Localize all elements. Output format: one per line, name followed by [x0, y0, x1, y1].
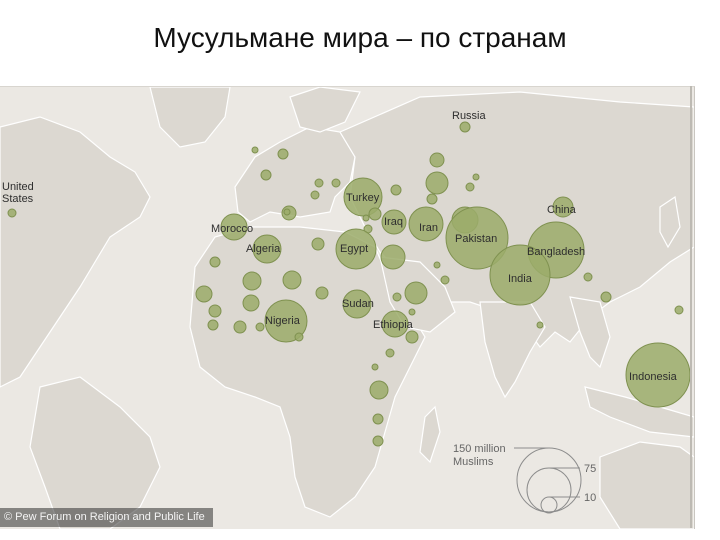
- bubble-azerbaijan: [390, 184, 402, 196]
- landmass-south-america: [29, 376, 161, 529]
- landmass-scandinavia: [289, 87, 361, 133]
- bubble-kazakhstan: [429, 152, 445, 168]
- bubble-mali: [242, 271, 262, 291]
- bubble-chad: [315, 286, 329, 300]
- legend-label-small: 10: [584, 492, 596, 504]
- map-credit: © Pew Forum on Religion and Public Life: [0, 508, 213, 527]
- bubble-philippines: [674, 305, 684, 315]
- bubble-tajikistan: [465, 182, 475, 192]
- map-edge: [690, 86, 692, 528]
- landmass-southeast-asia: [569, 296, 611, 369]
- landmass-india: [479, 301, 546, 399]
- bubble-burkina-faso: [242, 294, 260, 312]
- landmass-europe: [234, 126, 356, 223]
- bubble-malawi: [372, 435, 384, 447]
- label-sudan: Sudan: [342, 298, 374, 310]
- bubble-russia: [459, 121, 471, 133]
- label-morocco: Morocco: [211, 223, 253, 235]
- label-russia: Russia: [452, 110, 487, 122]
- bubble-yemen: [404, 281, 428, 305]
- bubble-lebanon: [362, 214, 370, 222]
- label-turkey: Turkey: [346, 192, 380, 204]
- bubble-nigeria: [264, 299, 308, 343]
- legend-title-line1: 150 million: [453, 443, 506, 455]
- bubble-sudan: [342, 289, 372, 319]
- bubble-thailand: [583, 272, 593, 282]
- bubble-saudi-arabia: [380, 244, 406, 270]
- label-china: China: [547, 204, 577, 216]
- label-united-states: United States: [2, 181, 34, 205]
- bubble-uae: [433, 261, 441, 269]
- bubble-bulgaria: [331, 178, 341, 188]
- bubble-syria: [368, 207, 382, 221]
- bubble-uzbekistan: [425, 171, 449, 195]
- bubble-somalia: [405, 330, 419, 344]
- bubble-pakistan: [445, 206, 509, 270]
- landmass-australia: [599, 441, 694, 529]
- legend: 150 million Muslims 75 10: [453, 443, 596, 514]
- bubble-sri-lanka: [536, 321, 544, 329]
- bubble-mauritania: [209, 256, 221, 268]
- bubble-kenya: [385, 348, 395, 358]
- bubble-morocco: [220, 213, 248, 241]
- bubble-iran: [408, 206, 444, 242]
- legend-label-medium: 75: [584, 463, 596, 475]
- population-bubbles: [7, 121, 691, 447]
- landmass-greenland: [149, 87, 231, 148]
- country-labels: Russia United States Turkey China Iraq Iran Mor…: [2, 110, 678, 383]
- landmass-indonesia: [584, 386, 694, 438]
- label-indonesia: Indonesia: [629, 371, 678, 383]
- bubble-ivory-coast: [233, 320, 247, 334]
- bubble-ghana: [255, 322, 265, 332]
- label-algeria: Algeria: [246, 243, 281, 255]
- bubble-uganda: [371, 363, 379, 371]
- label-nigeria: Nigeria: [265, 315, 301, 327]
- label-iraq: Iraq: [384, 216, 403, 228]
- bubble-malaysia: [600, 291, 612, 303]
- bubble-ethiopia: [381, 310, 409, 338]
- bubble-india: [489, 244, 551, 306]
- bubble-iraq: [381, 209, 407, 235]
- bubble-cameroon: [294, 332, 304, 342]
- world-muslim-map: Russia United States Turkey China Iraq Iran Mor…: [0, 86, 695, 529]
- landmass-madagascar: [419, 405, 441, 464]
- bubble-djibouti: [408, 308, 416, 316]
- bubble-france: [260, 169, 272, 181]
- bubble-spain: [283, 208, 291, 216]
- label-india: India: [508, 273, 533, 285]
- label-bangladesh: Bangladesh: [527, 246, 585, 258]
- label-pakistan: Pakistan: [455, 233, 497, 245]
- bubble-oman: [440, 275, 450, 285]
- bubble-tanzania: [369, 380, 389, 400]
- legend-title-line2: Muslims: [453, 456, 494, 468]
- bubble-kyrgyzstan: [472, 173, 480, 181]
- bubble-egypt: [335, 228, 377, 270]
- label-egypt: Egypt: [340, 243, 368, 255]
- bubble-turkmenistan: [426, 193, 438, 205]
- bubble-niger: [282, 270, 302, 290]
- bubble-china: [552, 196, 574, 218]
- bubble-libya: [311, 237, 325, 251]
- bubble-eritrea: [392, 292, 402, 302]
- bubble-algeria: [252, 234, 282, 264]
- landmass-north-america: [0, 116, 151, 388]
- bubble-senegal: [195, 285, 213, 303]
- label-iran: Iran: [419, 222, 438, 234]
- label-ethiopia: Ethiopia: [373, 319, 414, 331]
- bubble-guinea: [208, 304, 222, 318]
- map-canvas: Russia United States Turkey China Iraq Iran Mor…: [0, 87, 694, 529]
- bubble-turkey: [343, 177, 383, 217]
- slide-title: Мусульмане мира – по странам: [153, 22, 567, 53]
- bubble-bosnia: [314, 178, 324, 188]
- bubble-albania: [310, 190, 320, 200]
- bubble-united-states: [7, 208, 17, 218]
- bubble-germany: [277, 148, 289, 160]
- bubble-mozambique: [372, 413, 384, 425]
- bubble-uk: [251, 146, 259, 154]
- landmass-japan: [659, 195, 681, 249]
- bubble-sierra-leone: [207, 319, 219, 331]
